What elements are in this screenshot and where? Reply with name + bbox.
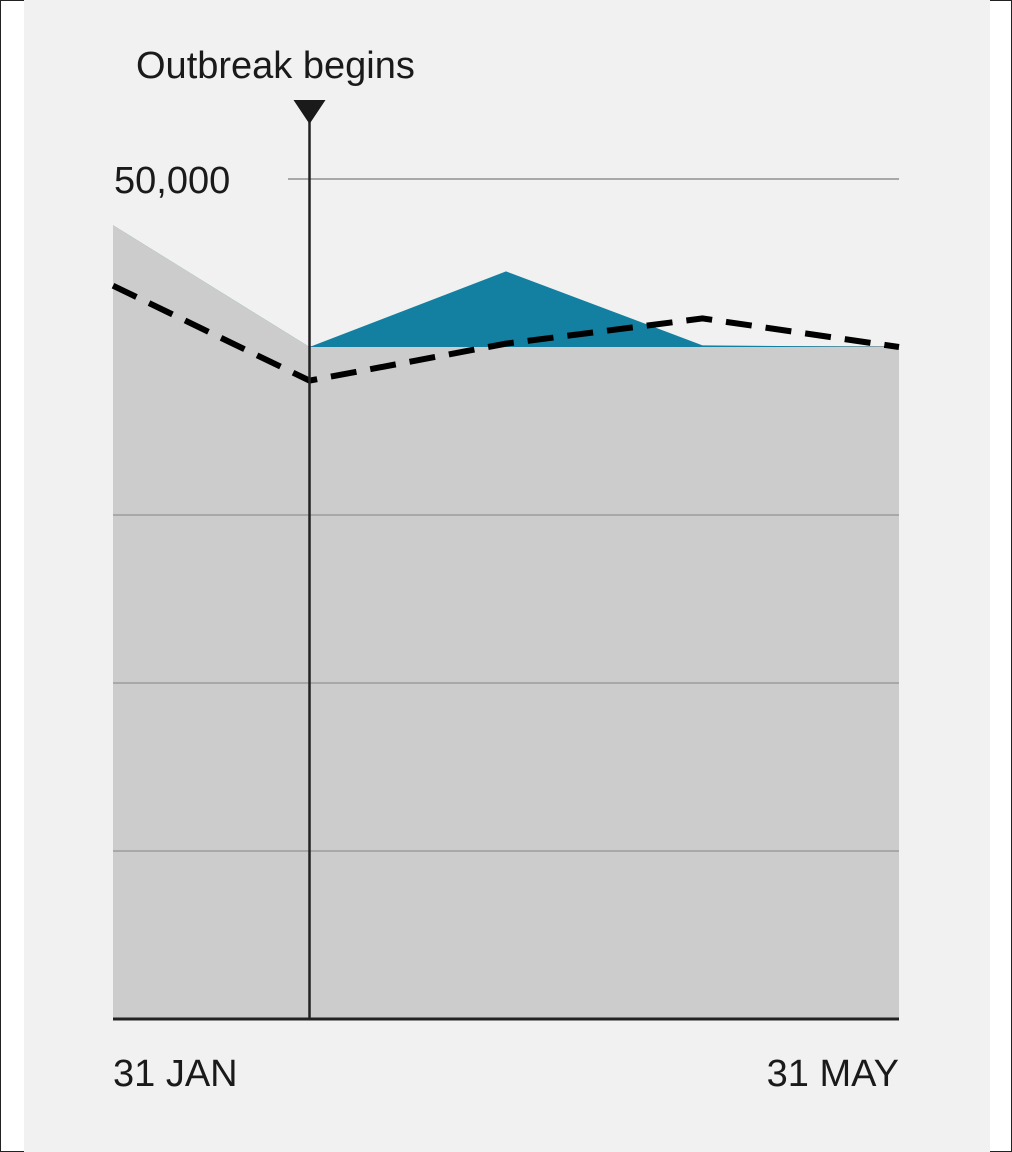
expected-deaths-line (111, 282, 900, 384)
outbreak-triangle-icon (293, 100, 326, 124)
outbreak-marker (293, 100, 326, 1019)
line-layer (111, 282, 900, 1021)
y-tick-label-max: 50,000 (114, 160, 230, 202)
excess-area (113, 225, 899, 347)
outbreak-annotation: Outbreak begins (136, 45, 415, 87)
x-label-start: 31 JAN (113, 1053, 238, 1095)
x-label-end: 31 MAY (767, 1053, 899, 1095)
